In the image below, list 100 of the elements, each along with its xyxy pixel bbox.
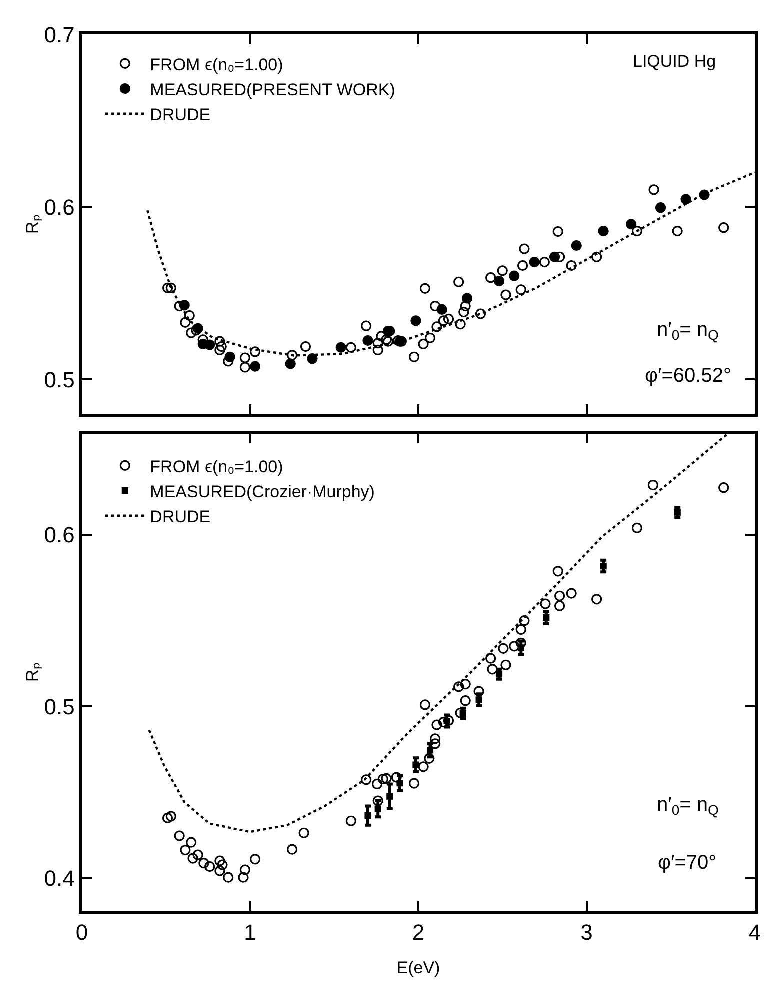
point bbox=[361, 320, 372, 332]
point bbox=[566, 588, 577, 599]
point bbox=[430, 734, 441, 744]
point bbox=[216, 341, 227, 352]
point bbox=[364, 812, 372, 820]
point bbox=[529, 257, 540, 268]
point bbox=[186, 837, 197, 848]
point bbox=[378, 774, 388, 785]
annotation: φ′=70° bbox=[658, 852, 717, 874]
point bbox=[648, 480, 659, 491]
point bbox=[224, 352, 236, 362]
x-tick-label: 2 bbox=[412, 920, 425, 946]
point bbox=[386, 793, 394, 800]
point bbox=[718, 222, 730, 234]
point bbox=[475, 308, 486, 320]
point bbox=[214, 856, 226, 866]
point bbox=[408, 352, 420, 362]
point bbox=[412, 762, 420, 768]
point bbox=[436, 304, 448, 316]
point bbox=[179, 300, 190, 311]
y-tick-label: 0.6 bbox=[44, 194, 75, 220]
point bbox=[600, 562, 607, 570]
y-tick-label: 0.5 bbox=[44, 367, 75, 392]
point bbox=[454, 682, 464, 692]
point bbox=[432, 322, 442, 332]
point bbox=[418, 762, 429, 772]
point bbox=[455, 319, 466, 330]
point bbox=[186, 328, 197, 338]
point bbox=[217, 860, 228, 870]
point bbox=[300, 341, 312, 352]
point bbox=[420, 283, 431, 294]
point bbox=[432, 720, 442, 730]
point bbox=[518, 644, 524, 652]
point bbox=[426, 747, 434, 754]
point bbox=[204, 340, 216, 350]
point bbox=[374, 806, 382, 812]
point bbox=[516, 638, 526, 648]
point bbox=[554, 600, 566, 612]
point bbox=[592, 594, 602, 605]
point bbox=[238, 872, 249, 883]
point bbox=[430, 300, 441, 312]
point bbox=[346, 816, 356, 826]
point bbox=[509, 270, 520, 282]
point bbox=[632, 522, 643, 534]
point bbox=[250, 346, 261, 358]
point bbox=[648, 184, 660, 196]
point bbox=[166, 282, 176, 294]
point bbox=[680, 194, 692, 205]
point bbox=[240, 362, 250, 373]
legend-label: DRUDE bbox=[150, 105, 211, 124]
point bbox=[307, 354, 318, 364]
point bbox=[718, 482, 730, 494]
point bbox=[223, 872, 234, 883]
point bbox=[214, 344, 226, 356]
annotation: LIQUID Hg bbox=[633, 52, 716, 71]
point bbox=[204, 861, 216, 872]
y-tick-label: 0.7 bbox=[44, 22, 75, 48]
point bbox=[460, 696, 471, 706]
point bbox=[298, 828, 310, 838]
point bbox=[372, 796, 384, 806]
point bbox=[410, 316, 422, 326]
point bbox=[361, 774, 372, 786]
x-tick-label: 0 bbox=[76, 920, 88, 946]
point bbox=[180, 845, 191, 856]
point bbox=[362, 335, 374, 346]
point bbox=[166, 811, 176, 822]
point bbox=[250, 854, 261, 865]
legend-label: DRUDE bbox=[150, 507, 211, 526]
point bbox=[454, 276, 464, 288]
point bbox=[516, 624, 526, 636]
point bbox=[598, 226, 609, 237]
point bbox=[460, 300, 471, 312]
point bbox=[214, 336, 226, 347]
point bbox=[498, 643, 509, 654]
point bbox=[396, 780, 404, 787]
point bbox=[519, 616, 530, 626]
point bbox=[474, 686, 484, 697]
x-tick-label: 1 bbox=[244, 920, 256, 946]
point bbox=[372, 338, 384, 349]
point bbox=[519, 244, 530, 254]
point bbox=[655, 202, 666, 214]
legend-label: FROM ϵ(n₀=1.00) bbox=[150, 55, 284, 74]
point bbox=[518, 260, 528, 272]
point bbox=[539, 257, 550, 268]
point bbox=[500, 290, 512, 300]
point bbox=[408, 778, 420, 789]
point bbox=[162, 282, 174, 294]
point bbox=[376, 331, 387, 342]
point bbox=[552, 226, 564, 238]
legend-label: FROM ϵ(n₀=1.00) bbox=[150, 457, 284, 476]
point bbox=[420, 700, 431, 710]
point bbox=[372, 778, 383, 790]
point bbox=[418, 338, 429, 350]
point bbox=[632, 226, 643, 237]
point bbox=[287, 844, 298, 855]
point bbox=[592, 252, 602, 262]
point bbox=[240, 864, 250, 876]
point bbox=[486, 272, 496, 284]
y-tick-label: 0.4 bbox=[44, 866, 75, 891]
point bbox=[497, 266, 508, 276]
